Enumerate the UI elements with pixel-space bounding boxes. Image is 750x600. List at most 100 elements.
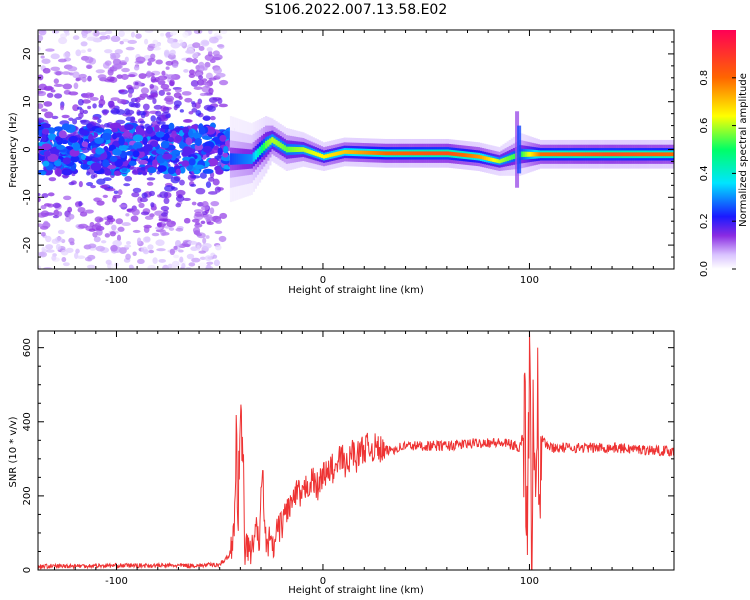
spectrogram-ridge bbox=[273, 138, 276, 145]
spectrogram-ridge bbox=[603, 152, 606, 157]
spectrogram-cell bbox=[130, 265, 135, 269]
spectrogram-ridge bbox=[405, 151, 408, 156]
spectrogram-ridge bbox=[258, 146, 262, 156]
spectrogram-cell bbox=[206, 261, 214, 265]
spectrogram-cell bbox=[43, 220, 49, 226]
spectrogram-cell bbox=[75, 77, 80, 82]
spectrogram-ridge bbox=[314, 151, 317, 156]
spectrogram-ridge bbox=[533, 152, 536, 157]
spectrogram-cell bbox=[63, 195, 72, 201]
spectrogram-cell bbox=[199, 172, 207, 179]
spectrogram-cell bbox=[132, 229, 141, 233]
spectrogram-cell bbox=[42, 160, 50, 167]
spectrogram-cell bbox=[139, 197, 148, 203]
spectrogram-ridge bbox=[591, 152, 594, 157]
spectrogram-cell bbox=[204, 265, 214, 269]
spectrogram-x-tick-label: -100 bbox=[105, 275, 128, 286]
spectrogram-cell bbox=[169, 248, 175, 256]
spectrogram-cell bbox=[200, 220, 206, 225]
snr-ticks: -100 0 100 0 200 400 600 bbox=[22, 331, 675, 587]
spectrogram-cell bbox=[158, 258, 166, 263]
spectrogram-cell bbox=[152, 257, 158, 265]
spectrogram-ridge bbox=[353, 150, 357, 155]
spectrogram-cell bbox=[81, 141, 89, 148]
spectrogram-cell bbox=[85, 156, 93, 162]
spectrogram-cell bbox=[212, 50, 220, 56]
spectrogram-cell bbox=[125, 46, 135, 51]
spectrogram-ridge bbox=[483, 156, 487, 161]
spectrogram-ridge bbox=[436, 151, 439, 156]
spectrogram-cell bbox=[61, 71, 71, 75]
spectrogram-cell bbox=[194, 211, 203, 217]
spectrogram-cell bbox=[107, 164, 117, 170]
spectrogram-cell bbox=[50, 89, 56, 93]
spectrogram-cell bbox=[165, 66, 170, 70]
spectrogram-cell bbox=[150, 75, 156, 83]
spectrogram-ridge bbox=[362, 150, 365, 155]
spectrogram-cell bbox=[55, 243, 61, 251]
spectrogram-ridge bbox=[665, 152, 668, 157]
spectrogram-cell bbox=[38, 45, 41, 52]
spectrogram-spike bbox=[515, 111, 520, 188]
spectrogram-ridge bbox=[560, 152, 563, 157]
spectrogram-cell bbox=[119, 40, 124, 45]
spectrogram-cell bbox=[54, 160, 62, 167]
spectrogram-ridge bbox=[304, 147, 307, 153]
spectrogram-cell bbox=[133, 65, 140, 71]
spectrogram-ridge bbox=[638, 152, 642, 157]
spectrogram-cell bbox=[113, 190, 119, 194]
spectrogram-cell bbox=[61, 257, 67, 263]
spectrogram-cell bbox=[207, 50, 213, 57]
spectrogram-cell bbox=[50, 66, 61, 71]
spectrogram-cell bbox=[41, 193, 49, 198]
spectrogram-cell bbox=[85, 209, 94, 214]
spectrogram-ridge bbox=[669, 152, 673, 157]
spectrogram-ridge bbox=[634, 152, 637, 157]
spectrogram-cell bbox=[118, 30, 125, 37]
spectrogram-ridge bbox=[364, 150, 367, 155]
spectrogram-ridge bbox=[281, 143, 284, 150]
spectrogram-cell bbox=[191, 107, 198, 113]
spectrogram-cell bbox=[190, 183, 197, 187]
spectrogram-cell bbox=[67, 206, 73, 213]
spectrogram-cell bbox=[188, 111, 194, 115]
spectrogram-ridge bbox=[333, 152, 336, 157]
spectrogram-cell bbox=[213, 259, 220, 267]
spectrogram-cell bbox=[219, 212, 228, 219]
spectrogram-cell bbox=[144, 215, 154, 220]
spectrogram-cell bbox=[141, 192, 148, 199]
spectrogram-cell bbox=[179, 141, 185, 149]
spectrogram-ridge bbox=[496, 159, 499, 163]
spectrogram-cell bbox=[191, 201, 197, 206]
spectrogram-ridge bbox=[566, 152, 569, 157]
spectrogram-cell bbox=[58, 130, 67, 139]
spectrogram-ridge bbox=[630, 152, 633, 157]
spectrogram-cell bbox=[87, 48, 92, 53]
spectrogram-cell bbox=[111, 128, 119, 133]
spectrogram-ridge bbox=[388, 151, 392, 156]
spectrogram-cell bbox=[61, 168, 73, 176]
spectrogram-cell bbox=[72, 71, 80, 79]
spectrogram-cell bbox=[51, 255, 57, 261]
spectrogram-cell bbox=[157, 222, 162, 228]
spectrogram-cell bbox=[175, 134, 183, 142]
spectrogram-cell bbox=[104, 169, 112, 176]
spectrogram-ridge bbox=[578, 152, 582, 157]
spectrogram-cell bbox=[193, 86, 203, 90]
spectrogram-ridge bbox=[659, 152, 662, 157]
spectrogram-cell bbox=[171, 260, 180, 268]
spectrogram-cell bbox=[187, 240, 198, 245]
spectrogram-cell bbox=[62, 262, 70, 267]
spectrogram-cell bbox=[208, 77, 217, 81]
spectrogram-ridge bbox=[498, 159, 501, 164]
spectrogram-ridge bbox=[595, 152, 598, 157]
spectrogram-ridge bbox=[568, 152, 571, 157]
spectrogram-cell bbox=[45, 48, 55, 52]
spectrogram-ridge bbox=[448, 151, 452, 156]
spectrogram-cell bbox=[112, 148, 122, 156]
spectrogram-cell bbox=[172, 63, 179, 69]
spectrogram-cell bbox=[160, 83, 170, 90]
colorbar: 0.0 0.2 0.4 0.6 0.8 Normalized spectral ampl… bbox=[699, 30, 749, 277]
spectrogram-cell bbox=[41, 108, 48, 112]
spectrogram-cell bbox=[61, 140, 69, 145]
